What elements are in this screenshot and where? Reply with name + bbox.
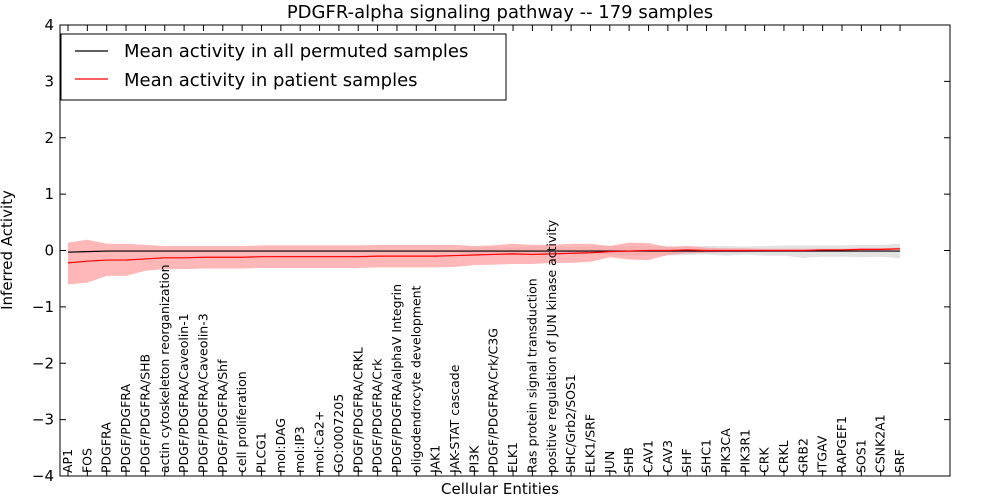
x-category-label: JUN — [602, 451, 617, 474]
x-category-label: PDGF/PDGFRA/alphaV Integrin — [389, 284, 404, 473]
chart-title: PDGFR-alpha signaling pathway -- 179 sam… — [287, 2, 713, 23]
axis-tick-labels: 4 3 2 1 0 −1 −2 −3 −4 AP1 FOS PDGFRA PDGF/PDGFRA PDGF… — [32, 16, 907, 485]
x-category-label: ELK1/SRF — [582, 414, 597, 473]
x-category-label: CRKL — [776, 440, 791, 473]
x-category-label: PDGF/PDGFRA — [118, 384, 133, 473]
x-category-label: PDGFRA — [99, 422, 114, 473]
x-category-label: CRK — [757, 447, 772, 473]
x-axis-label: Cellular Entities — [441, 480, 559, 498]
legend: Mean activity in all permuted samples Me… — [60, 33, 507, 101]
x-category-label: SHC/Grb2/SOS1 — [563, 374, 578, 473]
x-category-label: GRB2 — [795, 438, 810, 473]
x-category-label: PDGF/PDGFRA/Shf — [215, 359, 230, 473]
x-category-label: AP1 — [60, 449, 75, 473]
x-category-label: PDGF/PDGFRA/Caveolin-3 — [195, 313, 210, 473]
x-category-label: Ras protein signal transduction — [524, 278, 539, 473]
y-tick-label: 4 — [44, 16, 54, 34]
y-tick-label: 1 — [44, 185, 54, 203]
x-category-label: actin cytoskeleton reorganization — [157, 264, 172, 473]
x-category-label: positive regulation of JUN kinase activi… — [544, 219, 559, 473]
x-category-label: SRF — [892, 449, 907, 473]
x-category-label: PDGF/PDGFRA/Crk — [370, 358, 385, 473]
y-tick-label: 0 — [44, 242, 54, 260]
x-category-label: ITGAV — [815, 435, 830, 473]
x-category-label: SHC1 — [699, 439, 714, 473]
legend-label-patient: Mean activity in patient samples — [124, 70, 418, 91]
x-category-label: GO:0007205 — [331, 394, 346, 473]
y-tick-label: 2 — [44, 129, 54, 147]
x-category-label: RAPGEF1 — [834, 416, 849, 473]
y-axis-label: Inferred Activity — [0, 190, 16, 310]
x-category-label: PDGF/PDGFRA/SHB — [137, 354, 152, 473]
x-category-label: mol:Ca2+ — [312, 411, 327, 473]
x-category-label: PI3K — [466, 445, 481, 473]
axis-ticks — [60, 24, 950, 477]
x-category-label: PDGF/PDGFRA/CRKL — [350, 347, 365, 473]
x-category-label: mol:IP3 — [292, 426, 307, 473]
x-category-label: PIK3CA — [718, 428, 733, 473]
y-tick-label: 3 — [44, 72, 54, 90]
x-category-label: CAV3 — [660, 440, 675, 473]
x-category-label: oligodendrocyte development — [408, 285, 423, 473]
x-category-label: ELK1 — [505, 442, 520, 473]
y-tick-label: −1 — [32, 298, 54, 316]
x-category-label: PDGF/PDGFRA/Crk/C3G — [486, 328, 501, 473]
x-category-label: mol:DAG — [273, 418, 288, 473]
x-category-label: PLCG1 — [254, 432, 269, 473]
x-category-label: JAK-STAT cascade — [447, 364, 462, 474]
patient-mean-line — [67, 248, 901, 264]
x-category-label: SOS1 — [853, 439, 868, 473]
y-tick-label: −3 — [32, 411, 54, 429]
x-category-label: SHF — [679, 448, 694, 473]
x-category-label: PDGF/PDGFRA/Caveolin-1 — [176, 313, 191, 473]
legend-box — [60, 33, 507, 101]
x-category-label: cell proliferation — [234, 371, 249, 473]
x-category-label: PIK3R1 — [737, 429, 752, 473]
x-category-label: JAK1 — [428, 445, 443, 474]
x-category-label: CSNK2A1 — [873, 414, 888, 473]
plot-area — [67, 239, 901, 285]
x-category-label: SHB — [621, 447, 636, 473]
x-category-label: CAV1 — [641, 440, 656, 473]
y-tick-label: −2 — [32, 354, 54, 372]
y-tick-label: −4 — [32, 467, 54, 485]
x-category-label: FOS — [79, 448, 94, 473]
legend-label-permuted: Mean activity in all permuted samples — [124, 41, 468, 62]
